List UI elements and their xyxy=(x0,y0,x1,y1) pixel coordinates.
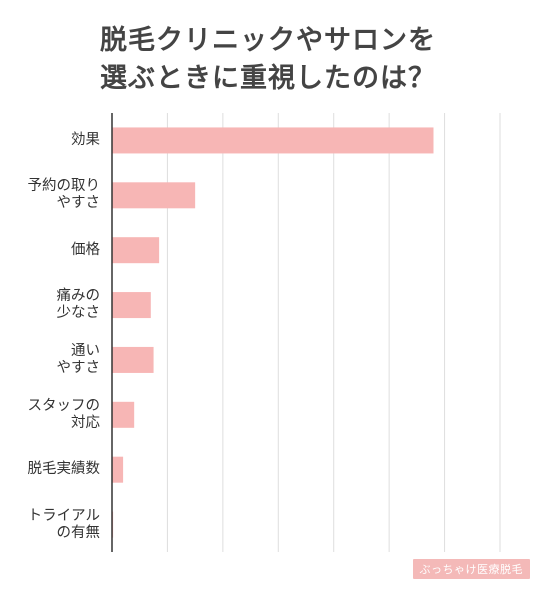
chart-title-line-2: 選ぶときに重視したのは？ xyxy=(100,63,436,94)
category-label-line: 効果 xyxy=(71,131,100,148)
category-label-line: 少なさ xyxy=(56,305,101,322)
chart-title-line-1: 脱毛クリニックやサロンを xyxy=(100,25,436,56)
category-label-line: やすさ xyxy=(56,195,101,212)
category-label: 価格 xyxy=(0,242,100,259)
category-label-line: 脱毛実績数 xyxy=(27,461,101,478)
bar xyxy=(112,346,154,373)
bar xyxy=(112,182,196,209)
category-label-line: 通い xyxy=(71,342,100,359)
category-label: 通い やすさ xyxy=(0,342,101,377)
bar xyxy=(112,292,151,319)
bar xyxy=(112,127,434,154)
category-label: 脱毛実績数 xyxy=(0,461,101,478)
category-label-line: トライアル xyxy=(27,507,100,524)
category-label-line: 予約の取り xyxy=(27,178,101,195)
category-label: 痛みの 少なさ xyxy=(0,288,101,322)
bar xyxy=(112,401,135,428)
category-label-line: 価格 xyxy=(71,241,100,258)
chart-title: 脱毛クリニックやサロンを 選ぶときに重視したのは？ xyxy=(0,22,536,98)
category-label: トライアル の有無 xyxy=(0,508,100,542)
category-label: 効果 xyxy=(0,132,100,149)
category-label: スタッフの 対応 xyxy=(0,397,101,432)
category-label-line: 痛みの xyxy=(56,288,101,305)
category-label-line: 対応 xyxy=(71,414,100,431)
bar xyxy=(112,237,160,264)
category-label: 予約の取り やすさ xyxy=(0,178,101,212)
watermark-badge: ぶっちゃけ医療脱毛 xyxy=(412,559,530,579)
category-label-line: の有無 xyxy=(56,524,101,541)
bar xyxy=(112,456,124,483)
category-label-line: スタッフの xyxy=(27,397,101,414)
category-label-line: やすさ xyxy=(56,359,101,376)
